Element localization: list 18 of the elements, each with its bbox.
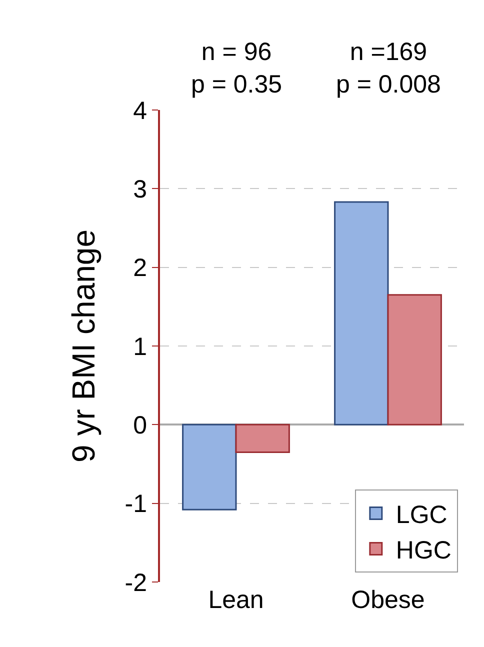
legend-label: HGC: [396, 536, 452, 565]
y-tick-label: 4: [133, 96, 148, 125]
x-tick-label: Obese: [351, 586, 425, 614]
text: n =169 p = 0.008: [336, 38, 441, 98]
bar: [387, 294, 442, 426]
y-tick-label: -2: [124, 568, 147, 597]
y-tick-label: -1: [124, 490, 147, 518]
x-tick-label: Lean: [208, 586, 264, 614]
y-tick-label: 1: [133, 332, 147, 361]
text: n = 96 p = 0.35: [191, 38, 282, 98]
y-axis-title: 9 yr BMI change: [66, 230, 102, 462]
y-tick-label: 0: [133, 411, 147, 440]
bar: [334, 201, 389, 426]
legend-label: LGC: [396, 501, 448, 530]
bar: [235, 424, 290, 453]
bar: [182, 424, 237, 510]
y-tick-label: 3: [133, 175, 147, 204]
y-tick-label: 2: [133, 254, 147, 282]
